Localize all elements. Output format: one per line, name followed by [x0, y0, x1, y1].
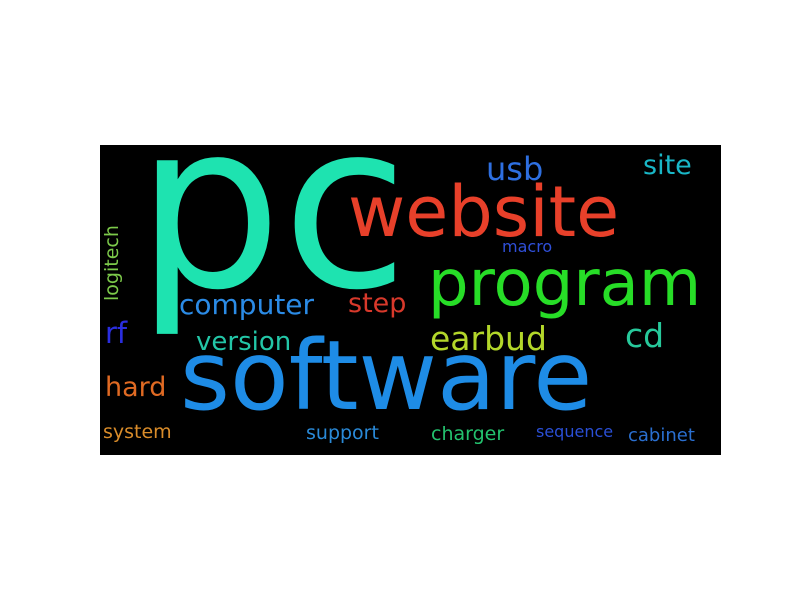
word-cloud: pc website program software usb site mac… [100, 145, 721, 455]
word-cd: cd [625, 316, 665, 355]
word-version: version [196, 327, 292, 357]
word-computer: computer [179, 288, 315, 321]
word-earbud: earbud [430, 319, 547, 358]
word-support: support [306, 422, 379, 444]
word-sequence: sequence [536, 422, 614, 441]
word-logitech: logitech [101, 225, 123, 301]
word-software: software [180, 320, 593, 432]
word-website: website [348, 171, 620, 253]
word-site: site [643, 150, 692, 181]
word-program: program [428, 247, 702, 321]
word-pc: pc [136, 145, 409, 341]
word-step: step [348, 288, 407, 319]
word-charger: charger [431, 423, 505, 445]
word-system: system [103, 421, 172, 443]
word-usb: usb [486, 150, 544, 188]
word-rf: rf [105, 316, 128, 350]
word-macro: macro [502, 237, 553, 256]
word-cabinet: cabinet [628, 425, 695, 446]
word-hard: hard [105, 372, 167, 403]
